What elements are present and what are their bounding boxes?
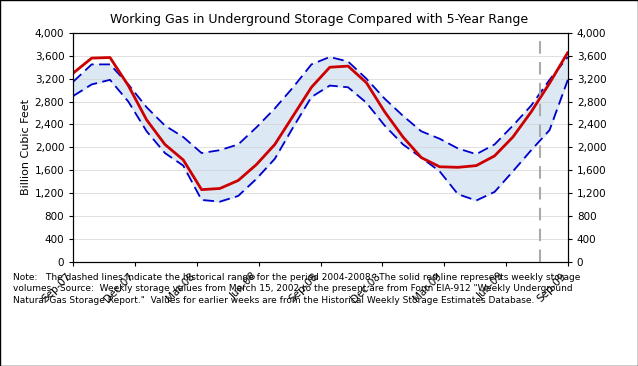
- Text: Note:   The dashed lines indicate the historical range for the period 2004-2008.: Note: The dashed lines indicate the hist…: [13, 273, 580, 305]
- Text: Working Gas in Underground Storage Compared with 5-Year Range: Working Gas in Underground Storage Compa…: [110, 13, 528, 26]
- Y-axis label: Billion Cubic Feet: Billion Cubic Feet: [20, 99, 31, 195]
